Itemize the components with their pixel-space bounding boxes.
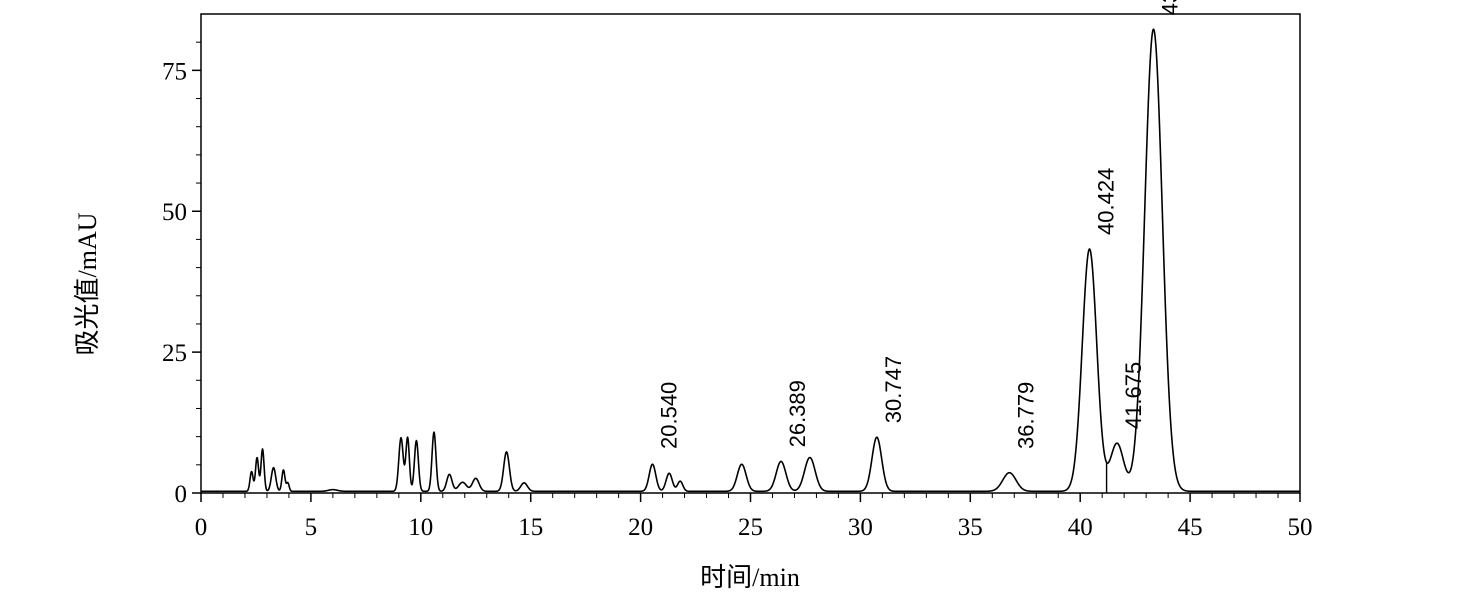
x-tick-label: 20	[628, 514, 653, 541]
x-tick-label: 5	[305, 514, 318, 541]
peak-retention-label: 36.779	[1013, 382, 1038, 449]
x-tick-label: 15	[518, 514, 543, 541]
y-axis-label: 吸光值/mAU	[73, 212, 102, 355]
y-axis-ticks: 0 25 50 75	[162, 41, 201, 508]
x-axis-ticks: 0 5 10 15 20 25 30 35 40 45 50	[195, 493, 1313, 541]
x-axis-label: 时间/min	[700, 563, 800, 592]
x-tick-label: 40	[1068, 514, 1093, 541]
x-tick-label: 25	[738, 514, 763, 541]
peak-retention-label: 26.389	[785, 380, 810, 447]
x-tick-label: 30	[848, 514, 873, 541]
x-tick-label: 45	[1178, 514, 1203, 541]
y-tick-label: 0	[175, 481, 188, 508]
peak-retention-label: 41.675	[1121, 362, 1146, 429]
peak-labels: 20.540 26.389 30.747 36.779 40.424 41.675 43.3…	[657, 0, 1183, 449]
x-tick-label: 50	[1288, 514, 1313, 541]
peak-retention-label: 20.540	[657, 382, 682, 449]
x-tick-label: 10	[408, 514, 433, 541]
peak-retention-label: 40.424	[1094, 168, 1119, 235]
chromatogram-trace	[200, 28, 1301, 493]
x-tick-label: 0	[195, 514, 208, 541]
peak-retention-label: 30.747	[881, 356, 906, 423]
y-tick-label: 25	[162, 340, 187, 367]
y-tick-label: 50	[162, 199, 187, 226]
peak-retention-label: 43.335	[1158, 0, 1183, 15]
x-tick-label: 35	[958, 514, 983, 541]
y-tick-label: 75	[162, 58, 187, 85]
